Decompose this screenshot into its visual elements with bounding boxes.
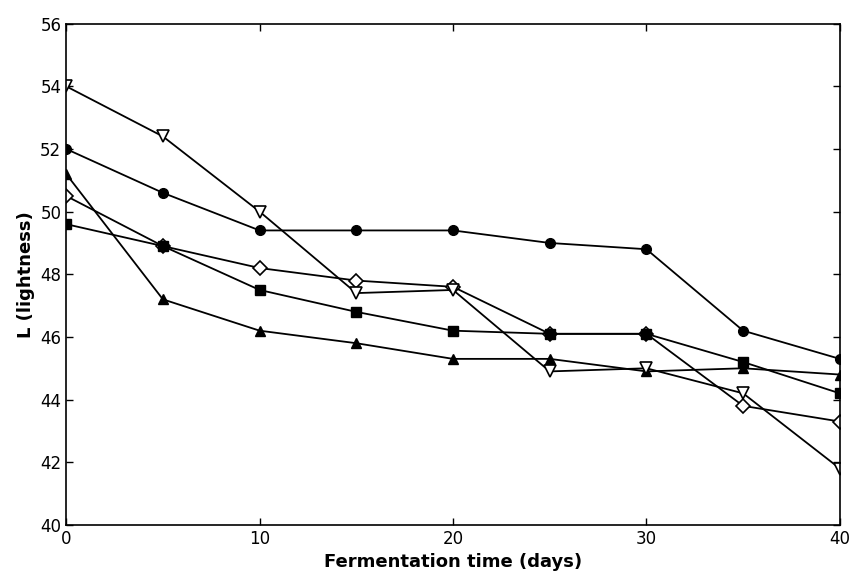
- Y-axis label: L (lightness): L (lightness): [16, 211, 35, 338]
- X-axis label: Fermentation time (days): Fermentation time (days): [324, 553, 582, 572]
